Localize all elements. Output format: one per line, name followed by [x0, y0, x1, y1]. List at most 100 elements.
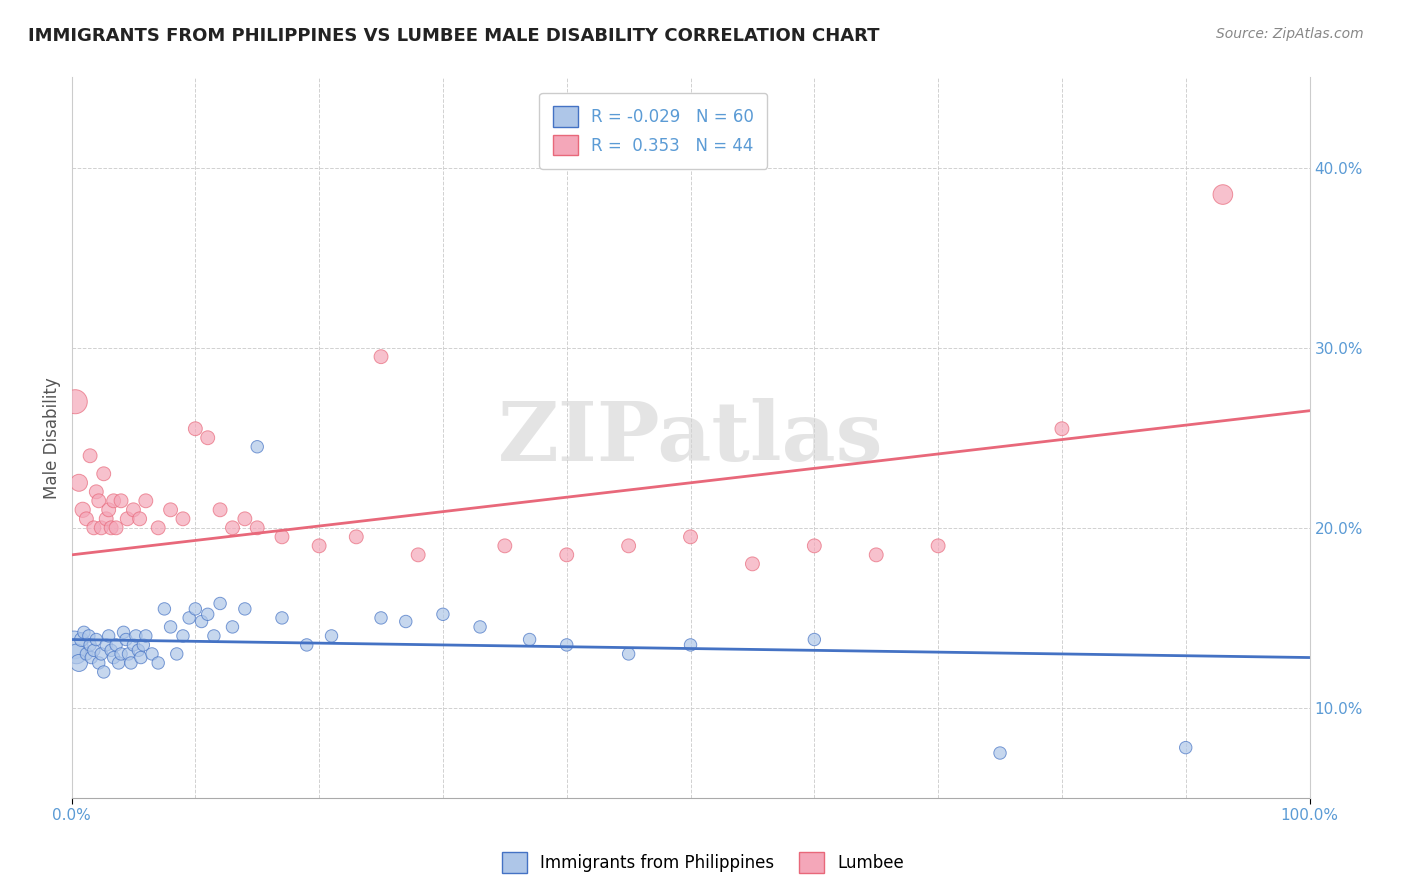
- Point: [148, 521, 170, 535]
- Legend: R = -0.029   N = 60, R =  0.353   N = 44: R = -0.029 N = 60, R = 0.353 N = 44: [540, 93, 768, 169]
- Point: [93, 467, 115, 481]
- Point: [112, 625, 135, 640]
- Point: [221, 521, 243, 535]
- Point: [105, 638, 128, 652]
- Point: [122, 638, 145, 652]
- Point: [172, 629, 194, 643]
- Point: [246, 521, 269, 535]
- Point: [100, 643, 122, 657]
- Point: [172, 512, 194, 526]
- Point: [617, 647, 640, 661]
- Y-axis label: Male Disability: Male Disability: [44, 377, 60, 499]
- Point: [128, 512, 150, 526]
- Point: [77, 629, 100, 643]
- Point: [432, 607, 454, 622]
- Point: [117, 512, 139, 526]
- Point: [120, 656, 142, 670]
- Point: [75, 647, 97, 661]
- Point: [184, 422, 207, 436]
- Point: [83, 521, 105, 535]
- Point: [129, 650, 152, 665]
- Point: [103, 493, 125, 508]
- Point: [70, 632, 93, 647]
- Point: [135, 493, 157, 508]
- Point: [271, 530, 294, 544]
- Point: [344, 530, 367, 544]
- Point: [927, 539, 949, 553]
- Point: [122, 503, 145, 517]
- Point: [197, 431, 219, 445]
- Point: [159, 503, 181, 517]
- Point: [741, 557, 763, 571]
- Point: [271, 611, 294, 625]
- Point: [90, 647, 112, 661]
- Point: [84, 484, 107, 499]
- Point: [135, 629, 157, 643]
- Point: [84, 632, 107, 647]
- Point: [90, 521, 112, 535]
- Point: [295, 638, 318, 652]
- Point: [65, 394, 87, 409]
- Point: [233, 602, 256, 616]
- Point: [370, 350, 392, 364]
- Legend: Immigrants from Philippines, Lumbee: Immigrants from Philippines, Lumbee: [495, 846, 911, 880]
- Point: [555, 638, 578, 652]
- Point: [75, 512, 97, 526]
- Point: [100, 521, 122, 535]
- Point: [148, 656, 170, 670]
- Point: [73, 625, 96, 640]
- Point: [184, 602, 207, 616]
- Point: [87, 656, 110, 670]
- Point: [617, 539, 640, 553]
- Point: [679, 530, 702, 544]
- Point: [87, 493, 110, 508]
- Point: [63, 638, 86, 652]
- Point: [406, 548, 429, 562]
- Point: [308, 539, 330, 553]
- Point: [93, 665, 115, 679]
- Point: [65, 647, 87, 661]
- Point: [803, 632, 825, 647]
- Point: [153, 602, 176, 616]
- Point: [321, 629, 343, 643]
- Text: Source: ZipAtlas.com: Source: ZipAtlas.com: [1216, 27, 1364, 41]
- Point: [97, 503, 120, 517]
- Point: [246, 440, 269, 454]
- Point: [468, 620, 491, 634]
- Point: [83, 643, 105, 657]
- Point: [110, 647, 132, 661]
- Point: [209, 597, 232, 611]
- Point: [197, 607, 219, 622]
- Point: [395, 615, 418, 629]
- Point: [72, 503, 94, 517]
- Point: [988, 746, 1011, 760]
- Point: [125, 629, 148, 643]
- Point: [110, 493, 132, 508]
- Point: [117, 647, 139, 661]
- Point: [519, 632, 541, 647]
- Point: [67, 475, 90, 490]
- Point: [494, 539, 516, 553]
- Point: [202, 629, 225, 643]
- Point: [103, 650, 125, 665]
- Point: [1050, 422, 1073, 436]
- Point: [209, 503, 232, 517]
- Point: [105, 521, 128, 535]
- Point: [67, 656, 90, 670]
- Point: [555, 548, 578, 562]
- Point: [80, 650, 103, 665]
- Point: [865, 548, 887, 562]
- Point: [233, 512, 256, 526]
- Point: [96, 512, 118, 526]
- Point: [1174, 740, 1197, 755]
- Text: IMMIGRANTS FROM PHILIPPINES VS LUMBEE MALE DISABILITY CORRELATION CHART: IMMIGRANTS FROM PHILIPPINES VS LUMBEE MA…: [28, 27, 880, 45]
- Point: [79, 449, 101, 463]
- Point: [132, 638, 155, 652]
- Point: [159, 620, 181, 634]
- Point: [1212, 187, 1234, 202]
- Point: [97, 629, 120, 643]
- Point: [96, 638, 118, 652]
- Point: [370, 611, 392, 625]
- Point: [115, 632, 138, 647]
- Point: [179, 611, 201, 625]
